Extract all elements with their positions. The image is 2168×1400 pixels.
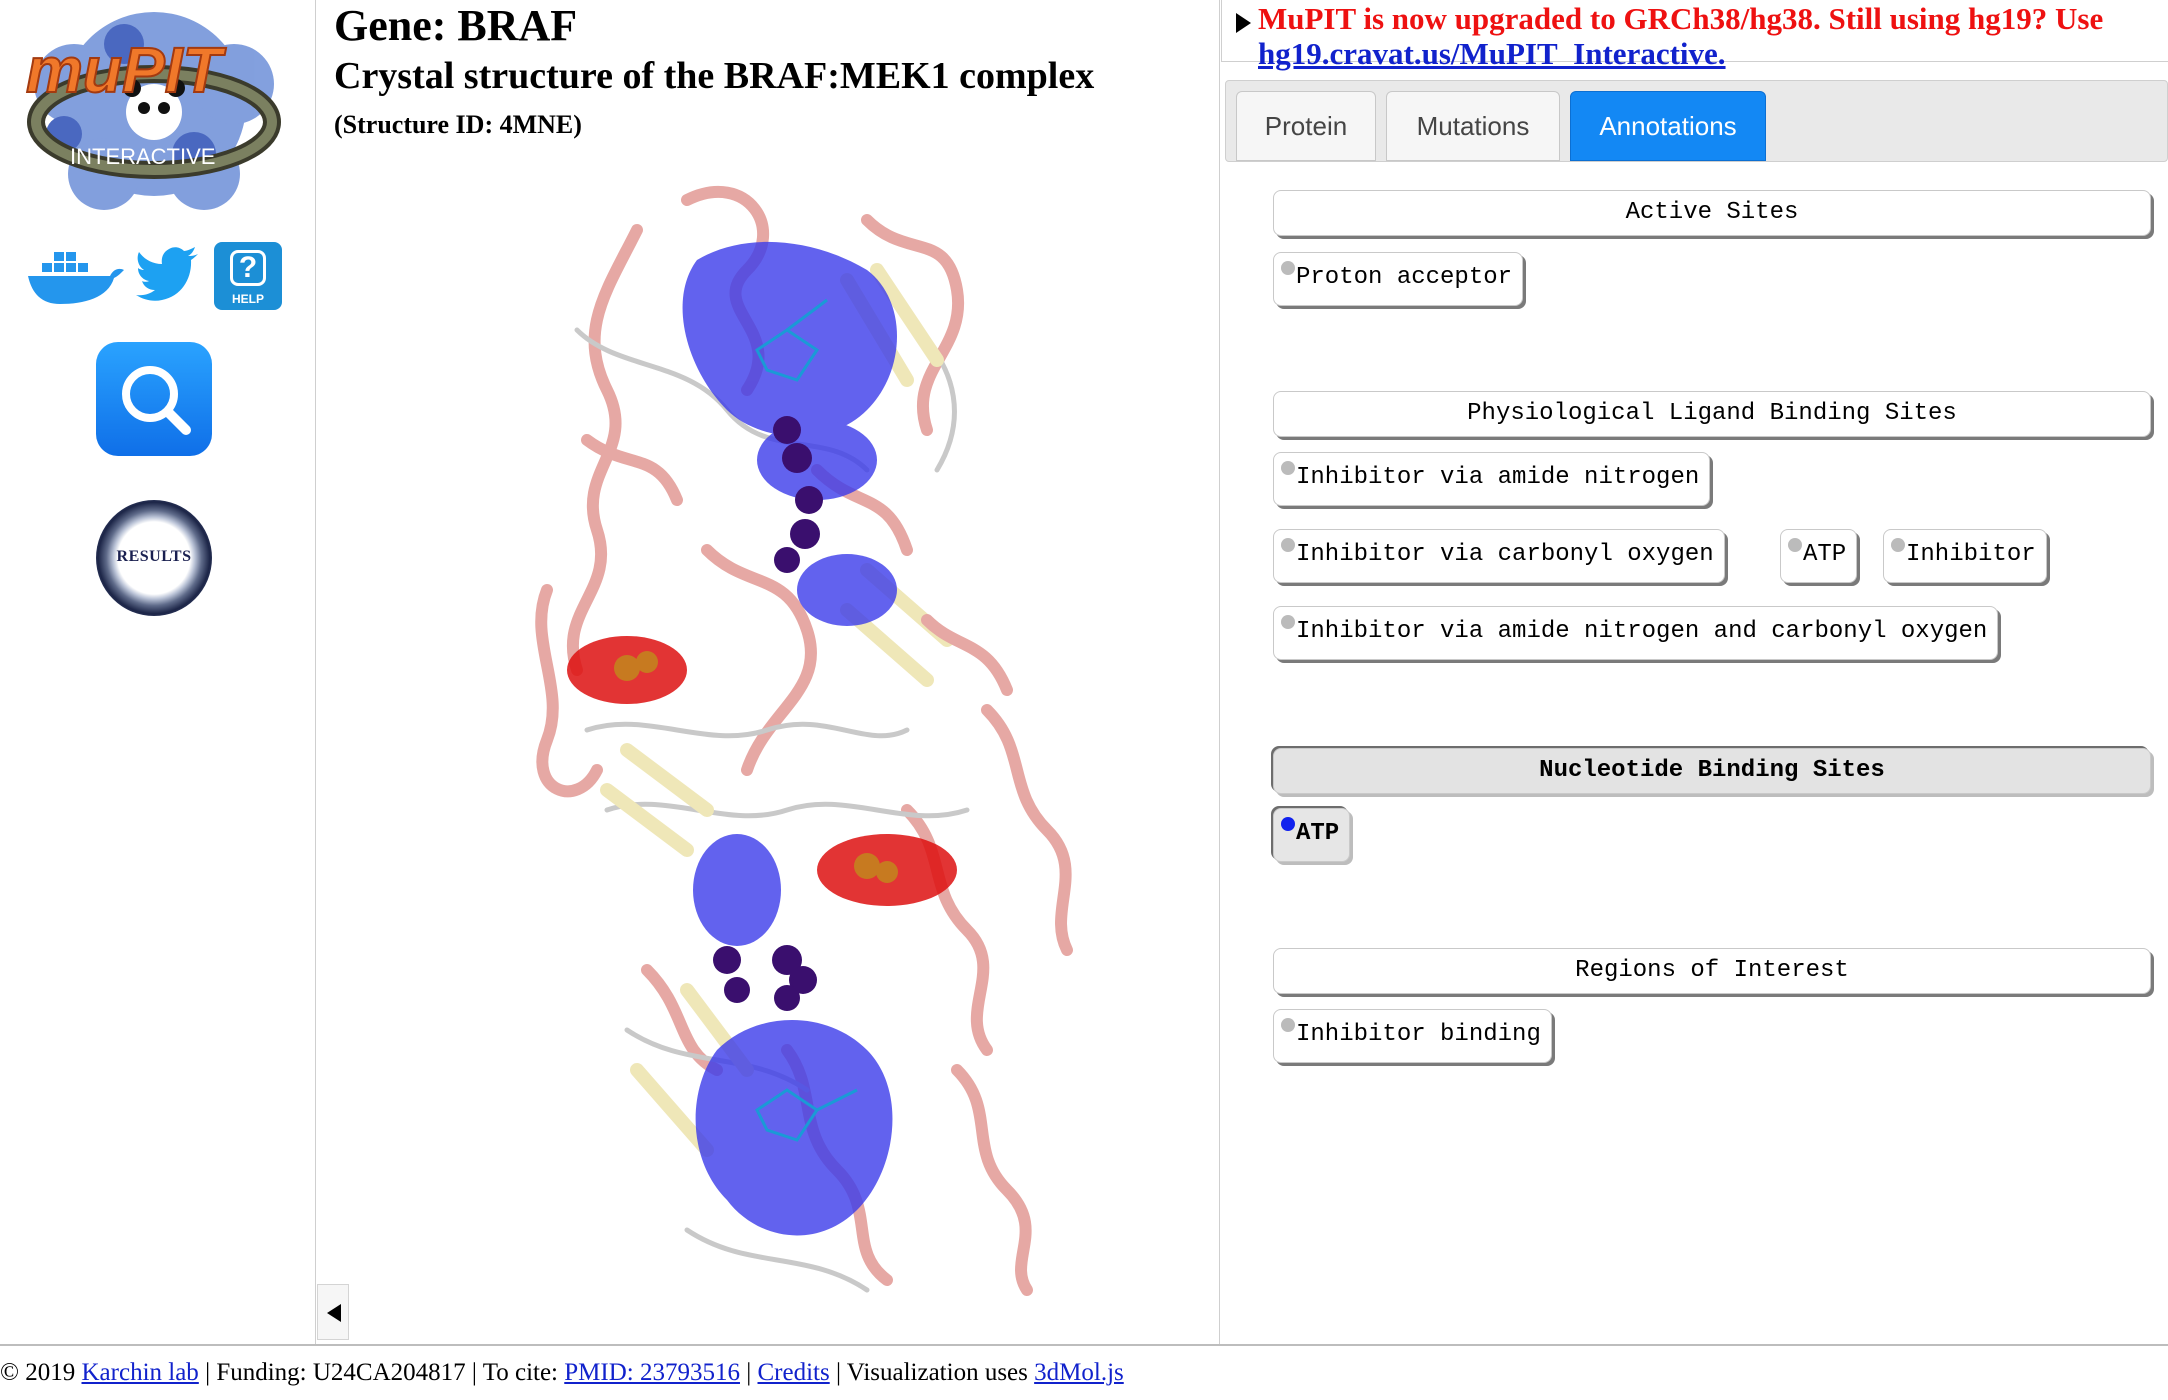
svg-text:muPIT: muPIT (26, 34, 226, 106)
chip-label: ATP (1296, 820, 1340, 847)
toggle-dot-icon (1281, 461, 1295, 475)
funding-text: | Funding: U24CA204817 | To cite: (205, 1359, 559, 1386)
tab-mutations[interactable]: Mutations (1386, 91, 1560, 161)
structure-panel: Gene: BRAF Crystal structure of the BRAF… (317, 0, 1220, 1344)
chip-inhibitor-binding[interactable]: Inhibitor binding (1273, 1009, 1552, 1063)
chip-label: Inhibitor (1906, 541, 2036, 568)
annotations-panel: MuPIT is now upgraded to GRCh38/hg38. St… (1221, 0, 2168, 1344)
karchin-lab-link[interactable]: Karchin lab (81, 1359, 199, 1386)
chip-label: Inhibitor binding (1296, 1021, 1541, 1048)
magnifier-icon (122, 366, 191, 435)
results-button[interactable]: RESULTS (96, 500, 212, 616)
upgrade-notice: MuPIT is now upgraded to GRCh38/hg38. St… (1221, 0, 2168, 71)
mupit-logo[interactable]: muPIT INTERACTIVE (4, 4, 300, 214)
search-button[interactable] (96, 342, 212, 456)
collapse-panel-button[interactable] (317, 1284, 349, 1340)
footer-separator: | (746, 1359, 752, 1386)
chip-label: ATP (1803, 541, 1847, 568)
gene-title: Gene: BRAF (334, 1, 578, 50)
pmid-link[interactable]: PMID: 23793516 (564, 1359, 740, 1386)
section-header-active-sites[interactable]: Active Sites (1273, 190, 2151, 236)
docker-icon[interactable] (24, 242, 128, 308)
twitter-icon[interactable] (136, 246, 200, 302)
chip-atp-nucleotide[interactable]: ATP (1273, 808, 1351, 862)
toggle-dot-icon (1281, 615, 1295, 629)
results-label: RESULTS (116, 548, 192, 565)
section-header-nucleotide-sites[interactable]: Nucleotide Binding Sites (1273, 748, 2151, 794)
triangle-right-icon[interactable] (1234, 12, 1252, 34)
chip-inhibitor-amide-nitrogen[interactable]: Inhibitor via amide nitrogen (1273, 452, 1711, 506)
section-header-ligand-sites[interactable]: Physiological Ligand Binding Sites (1273, 391, 2151, 437)
chip-inhibitor[interactable]: Inhibitor (1883, 529, 2047, 583)
toggle-dot-icon (1891, 538, 1905, 552)
section-header-regions[interactable]: Regions of Interest (1273, 948, 2151, 994)
visualization-text: | Visualization uses (835, 1359, 1028, 1386)
structure-title: Crystal structure of the BRAF:MEK1 compl… (334, 55, 1095, 97)
footer: © 2019 Karchin lab | Funding: U24CA20481… (0, 1344, 2168, 1398)
question-mark-icon: ? (230, 250, 266, 286)
upgrade-notice-text: MuPIT is now upgraded to GRCh38/hg38. St… (1258, 1, 2104, 36)
help-label: HELP (231, 292, 264, 306)
help-icon[interactable]: ? HELP (214, 242, 282, 310)
chip-inhibitor-carbonyl-oxygen[interactable]: Inhibitor via carbonyl oxygen (1273, 529, 1725, 583)
triangle-left-icon (327, 1304, 341, 1322)
hg19-link[interactable]: hg19.cravat.us/MuPIT_Interactive. (1258, 36, 1726, 71)
3dmol-link[interactable]: 3dMol.js (1034, 1359, 1124, 1386)
toggle-dot-icon (1281, 538, 1295, 552)
toggle-dot-icon (1281, 817, 1295, 831)
molecule-viewer[interactable] (487, 170, 1187, 1340)
chip-atp-ligand[interactable]: ATP (1780, 529, 1858, 583)
chip-label: Inhibitor via amide nitrogen (1296, 464, 1700, 491)
structure-id: (Structure ID: 4MNE) (334, 110, 582, 139)
chip-label: Inhibitor via amide nitrogen and carbony… (1296, 618, 1988, 645)
chip-inhibitor-amide-nitrogen-carbonyl-oxygen[interactable]: Inhibitor via amide nitrogen and carbony… (1273, 606, 1999, 660)
svg-text:INTERACTIVE: INTERACTIVE (70, 144, 215, 169)
credits-link[interactable]: Credits (757, 1359, 830, 1386)
toggle-dot-icon (1281, 1018, 1295, 1032)
tab-annotations[interactable]: Annotations (1570, 91, 1766, 161)
toggle-dot-icon (1788, 538, 1802, 552)
toggle-dot-icon (1281, 261, 1295, 275)
chip-proton-acceptor[interactable]: Proton acceptor (1273, 252, 1524, 306)
copyright: © 2019 (0, 1359, 76, 1386)
tab-protein[interactable]: Protein (1236, 91, 1376, 161)
sidebar: muPIT INTERACTIVE ? HELP RESULTS (0, 0, 316, 1344)
chip-label: Proton acceptor (1296, 264, 1513, 291)
tab-bar: Protein Mutations Annotations (1225, 80, 2168, 162)
chip-label: Inhibitor via carbonyl oxygen (1296, 541, 1714, 568)
